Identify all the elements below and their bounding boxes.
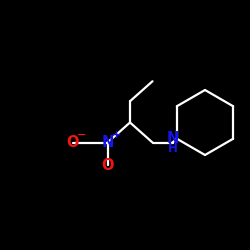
Text: O: O xyxy=(101,158,114,172)
Text: N: N xyxy=(166,131,179,146)
Text: +: + xyxy=(112,130,121,140)
Text: H: H xyxy=(168,142,177,155)
Text: −: − xyxy=(77,130,87,140)
Text: N: N xyxy=(101,135,114,150)
Text: O: O xyxy=(66,135,79,150)
